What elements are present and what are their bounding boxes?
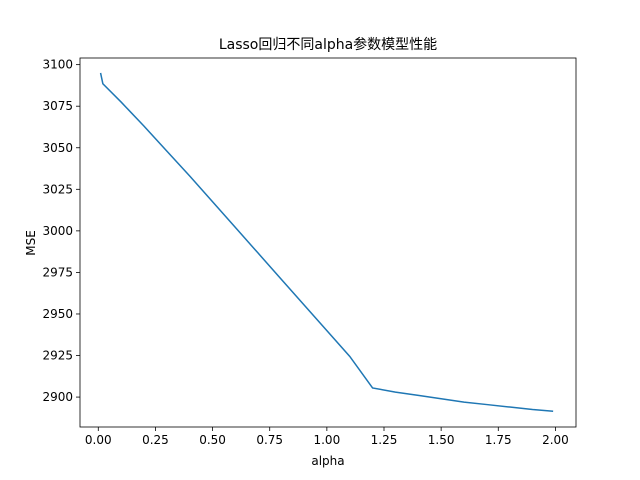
y-tick-label: 3075 <box>42 99 73 113</box>
y-tick-label: 2925 <box>42 349 73 363</box>
y-axis: 2900 2925 2950 2975 3000 3025 3050 3075 3100 <box>42 58 80 404</box>
x-tick-label: 1.50 <box>428 433 455 447</box>
y-axis-label: MSE <box>24 230 38 256</box>
y-tick-label: 3050 <box>42 141 73 155</box>
x-axis: 0.00 0.25 0.50 0.75 1.00 1.25 1.50 1.75 2.00 <box>85 427 569 447</box>
x-tick-label: 0.00 <box>85 433 112 447</box>
y-tick-label: 2975 <box>42 265 73 279</box>
x-tick-label: 0.25 <box>142 433 169 447</box>
x-tick-label: 0.50 <box>199 433 226 447</box>
x-tick-label: 2.00 <box>542 433 569 447</box>
y-tick-label: 3025 <box>42 182 73 196</box>
x-tick-label: 0.75 <box>256 433 283 447</box>
x-tick-label: 1.00 <box>313 433 340 447</box>
x-tick-label: 1.25 <box>371 433 398 447</box>
y-tick-label: 3100 <box>42 58 73 72</box>
y-tick-label: 2950 <box>42 307 73 321</box>
chart-title: Lasso回归不同alpha参数模型性能 <box>219 36 437 53</box>
plot-area <box>79 57 577 428</box>
series-line <box>99 72 554 412</box>
x-axis-label: alpha <box>311 454 344 468</box>
y-tick-label: 2900 <box>42 390 73 404</box>
x-tick-label: 1.75 <box>485 433 512 447</box>
y-tick-label: 3000 <box>42 224 73 238</box>
